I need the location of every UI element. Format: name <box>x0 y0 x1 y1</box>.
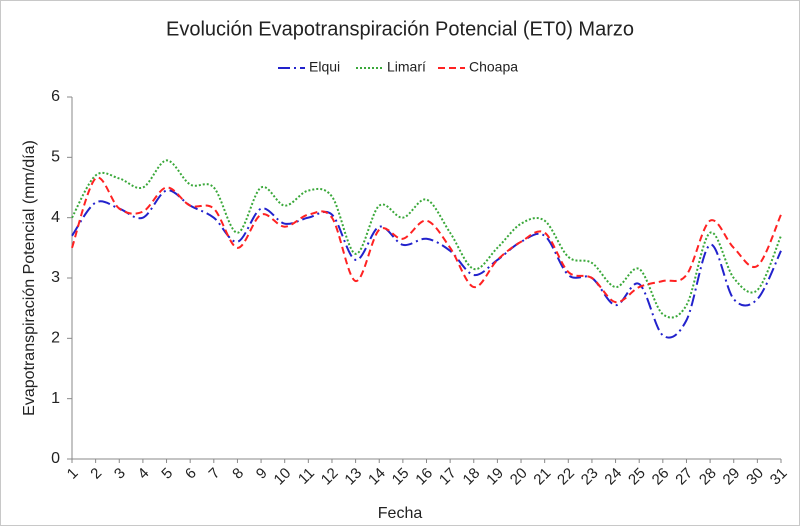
y-tick-label: 3 <box>51 269 60 286</box>
legend-label: Elqui <box>309 59 340 75</box>
y-tick-label: 6 <box>51 88 60 105</box>
legend-label: Limarí <box>387 59 426 75</box>
legend-label: Choapa <box>469 59 518 75</box>
series-line <box>71 176 782 304</box>
y-tick-label: 0 <box>51 450 60 467</box>
series-line <box>71 159 782 319</box>
chart-title: Evolución Evapotranspiración Potencial (… <box>166 18 634 40</box>
y-tick-label: 2 <box>51 330 60 347</box>
y-tick-label: 4 <box>51 209 60 226</box>
y-tick-label: 1 <box>51 390 60 407</box>
y-axis-label: Evapotranspiración Potencial (mm/día) <box>21 140 38 416</box>
y-tick-label: 5 <box>51 149 60 166</box>
x-axis-label: Fecha <box>378 505 423 522</box>
